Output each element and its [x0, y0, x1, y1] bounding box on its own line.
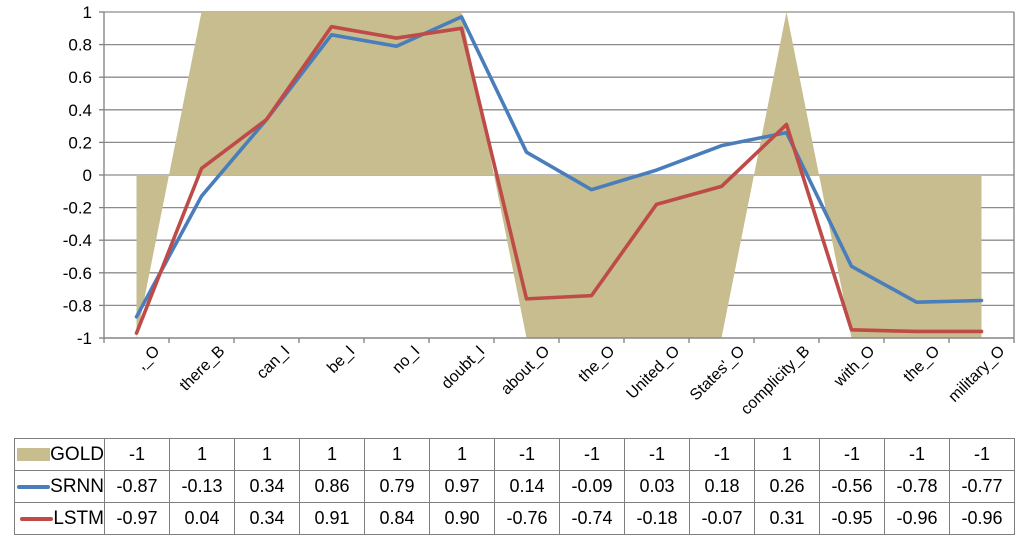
srnn-line-swatch-icon — [17, 484, 51, 489]
value-cell: -0.77 — [949, 470, 1015, 503]
value-cell: -1 — [559, 438, 625, 471]
value-cell: 0.34 — [234, 470, 300, 503]
x-axis-label: complicity_B — [738, 343, 814, 419]
x-axis-label: be_I — [324, 343, 358, 377]
value-cell: 1 — [754, 438, 820, 471]
series-name: LSTM — [53, 507, 104, 529]
value-cell: 1 — [299, 438, 365, 471]
value-cell: -1 — [689, 438, 755, 471]
y-axis-label: -0.2 — [63, 199, 92, 218]
value-cell: -0.09 — [559, 470, 625, 503]
x-axis-label: ,_O — [133, 343, 163, 373]
value-cell: -1 — [494, 438, 560, 471]
table-row-gold: GOLD -1 1 1 1 1 1 -1 -1 -1 -1 1 -1 -1 -1 — [14, 438, 1015, 471]
y-axis-label: 0.6 — [68, 68, 92, 87]
value-cell: 1 — [234, 438, 300, 471]
value-cell: 0.91 — [299, 502, 365, 535]
x-axis-label: States'_O — [687, 343, 748, 404]
value-cell: 0.90 — [429, 502, 495, 535]
data-table: GOLD -1 1 1 1 1 1 -1 -1 -1 -1 1 -1 -1 -1 SRNN -0.87 -0.13… — [14, 438, 1015, 535]
value-cell: 0.97 — [429, 470, 495, 503]
x-axis-label: the_O — [900, 343, 943, 386]
value-cell: 1 — [169, 438, 235, 471]
x-axis-label: there_B — [177, 343, 229, 395]
legend-entry: GOLD — [16, 443, 104, 466]
value-cell: -1 — [949, 438, 1015, 471]
y-axis-label: 0 — [83, 166, 92, 185]
legend-entry: SRNN — [16, 475, 104, 498]
value-cell: -0.07 — [689, 502, 755, 535]
value-cell: 0.03 — [624, 470, 690, 503]
y-axis-label: -0.6 — [63, 264, 92, 283]
value-cell: 0.84 — [364, 502, 430, 535]
value-cell: 0.04 — [169, 502, 235, 535]
value-cell: 0.18 — [689, 470, 755, 503]
gold-area-swatch-icon — [17, 448, 51, 461]
value-cell: -0.18 — [624, 502, 690, 535]
x-axis-label: the_O — [575, 343, 618, 386]
y-axis-label: 1 — [83, 3, 92, 22]
value-cell: -1 — [104, 438, 170, 471]
y-axis-label: -0.8 — [63, 296, 92, 315]
value-cell: 0.86 — [299, 470, 365, 503]
legend-cell-gold: GOLD — [14, 438, 105, 471]
y-axis-label: 0.8 — [68, 36, 92, 55]
line-area-chart: 1 0.8 0.6 0.4 0.2 0 -0.2 -0.4 -0.6 -0.8 -1 ,_O there… — [63, 3, 1015, 419]
x-axis-label: doubt_I — [439, 343, 489, 393]
value-cell: -0.97 — [104, 502, 170, 535]
table-row-srnn: SRNN -0.87 -0.13 0.34 0.86 0.79 0.97 0.14 -0.09 0… — [14, 470, 1015, 503]
value-cell: -0.96 — [949, 502, 1015, 535]
x-axis-label: military_O — [945, 343, 1008, 406]
value-cell: 0.14 — [494, 470, 560, 503]
legend-cell-srnn: SRNN — [14, 470, 105, 503]
series-name: SRNN — [50, 475, 104, 497]
series-name: GOLD — [50, 443, 104, 465]
x-axis-label: no_I — [389, 343, 423, 377]
x-axis-label: can_I — [254, 343, 294, 383]
legend-entry: LSTM — [16, 507, 104, 530]
value-cell: 1 — [429, 438, 495, 471]
value-cell: -0.96 — [884, 502, 950, 535]
value-cell: -1 — [624, 438, 690, 471]
value-cell: -0.78 — [884, 470, 950, 503]
x-axis-label: United_O — [624, 343, 684, 403]
value-cell: -0.74 — [559, 502, 625, 535]
value-cell: -0.87 — [104, 470, 170, 503]
x-axis-label: with_O — [830, 343, 878, 391]
value-cell: 0.26 — [754, 470, 820, 503]
value-cell: -0.76 — [494, 502, 560, 535]
value-cell: -0.56 — [819, 470, 885, 503]
lstm-line-swatch-icon — [20, 516, 54, 521]
value-cell: 0.31 — [754, 502, 820, 535]
value-cell: -0.13 — [169, 470, 235, 503]
y-axis-label: -0.4 — [63, 231, 92, 250]
lstm-line-series — [134, 24, 984, 335]
x-axis-label: about_O — [498, 343, 553, 398]
value-cell: 0.79 — [364, 470, 430, 503]
legend-cell-lstm: LSTM — [14, 502, 105, 535]
value-cell: 0.34 — [234, 502, 300, 535]
value-cell: -1 — [884, 438, 950, 471]
y-axis-label: 0.4 — [68, 101, 92, 120]
value-cell: -0.95 — [819, 502, 885, 535]
value-cell: 1 — [364, 438, 430, 471]
y-axis-label: 0.2 — [68, 133, 92, 152]
gold-area-series — [136, 12, 982, 338]
value-cell: -1 — [819, 438, 885, 471]
y-axis-label: -1 — [77, 329, 92, 348]
table-row-lstm: LSTM -0.97 0.04 0.34 0.91 0.84 0.90 -0.76 -0.74-… — [14, 502, 1015, 535]
